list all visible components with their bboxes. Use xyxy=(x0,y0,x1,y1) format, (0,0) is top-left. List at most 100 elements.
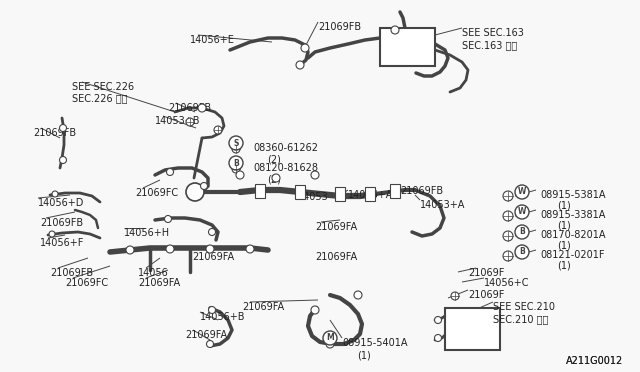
Text: (2): (2) xyxy=(267,155,281,165)
Text: 08120-81628: 08120-81628 xyxy=(253,163,318,173)
Text: 21069FA: 21069FA xyxy=(242,302,284,312)
Text: B: B xyxy=(519,228,525,237)
Text: 21069FA: 21069FA xyxy=(315,252,357,262)
Text: 14056+E: 14056+E xyxy=(190,35,235,45)
Text: 08121-0201F: 08121-0201F xyxy=(540,250,605,260)
Text: 14056+C: 14056+C xyxy=(484,278,529,288)
Text: SEC.163 参照: SEC.163 参照 xyxy=(462,40,517,50)
Circle shape xyxy=(207,340,214,347)
Bar xyxy=(380,28,435,66)
Circle shape xyxy=(229,156,243,170)
Text: 21069F: 21069F xyxy=(468,268,504,278)
Circle shape xyxy=(60,157,67,164)
Circle shape xyxy=(503,251,513,261)
Text: 14053: 14053 xyxy=(298,192,329,202)
Circle shape xyxy=(186,118,194,126)
Text: 21069FA: 21069FA xyxy=(192,252,234,262)
Bar xyxy=(255,184,265,198)
Circle shape xyxy=(503,211,513,221)
Text: 21069F: 21069F xyxy=(468,290,504,300)
Circle shape xyxy=(435,334,442,341)
Text: A211G0012: A211G0012 xyxy=(566,356,623,366)
Text: 21069FA: 21069FA xyxy=(138,278,180,288)
Text: (1): (1) xyxy=(557,221,571,231)
Text: A211G0012: A211G0012 xyxy=(566,356,623,366)
Text: 21069FB: 21069FB xyxy=(318,22,361,32)
Text: 21069FC: 21069FC xyxy=(65,278,108,288)
Text: 21069FB: 21069FB xyxy=(50,268,93,278)
Circle shape xyxy=(503,231,513,241)
Circle shape xyxy=(198,104,206,112)
Text: 14056+H: 14056+H xyxy=(124,228,170,238)
Text: 14056+D: 14056+D xyxy=(38,198,84,208)
Circle shape xyxy=(246,245,254,253)
Circle shape xyxy=(515,205,529,219)
Text: 14056+A: 14056+A xyxy=(348,190,394,200)
Circle shape xyxy=(503,191,513,201)
Bar xyxy=(295,185,305,199)
Text: (1): (1) xyxy=(557,201,571,211)
Text: 08915-5381A: 08915-5381A xyxy=(540,190,605,200)
Bar xyxy=(365,187,375,201)
Circle shape xyxy=(311,171,319,179)
Text: (1): (1) xyxy=(557,261,571,271)
Circle shape xyxy=(391,26,399,34)
Bar xyxy=(335,187,345,201)
Circle shape xyxy=(60,125,67,131)
Text: S: S xyxy=(234,138,239,148)
Text: B: B xyxy=(233,158,239,167)
Circle shape xyxy=(301,44,309,52)
Text: 14056+F: 14056+F xyxy=(40,238,84,248)
Circle shape xyxy=(296,61,304,69)
Circle shape xyxy=(323,331,337,345)
Circle shape xyxy=(515,185,529,199)
Circle shape xyxy=(206,245,214,253)
Circle shape xyxy=(214,126,222,134)
Text: 21069FB: 21069FB xyxy=(40,218,83,228)
Text: 21069FA: 21069FA xyxy=(185,330,227,340)
Text: (1): (1) xyxy=(357,350,371,360)
Text: 14056: 14056 xyxy=(138,268,169,278)
Text: 08170-8201A: 08170-8201A xyxy=(540,230,605,240)
Circle shape xyxy=(200,183,207,189)
Text: 08360-61262: 08360-61262 xyxy=(253,143,318,153)
Circle shape xyxy=(326,340,334,348)
Circle shape xyxy=(515,225,529,239)
Circle shape xyxy=(435,317,442,324)
Circle shape xyxy=(232,145,240,153)
Text: 14056+B: 14056+B xyxy=(200,312,246,322)
Text: W: W xyxy=(518,208,526,217)
Circle shape xyxy=(186,183,204,201)
Text: SEE SEC.210: SEE SEC.210 xyxy=(493,302,555,312)
Circle shape xyxy=(52,191,58,197)
Bar xyxy=(445,308,500,350)
Circle shape xyxy=(451,292,459,300)
Circle shape xyxy=(232,165,240,173)
Circle shape xyxy=(229,136,243,150)
Text: 08915-3381A: 08915-3381A xyxy=(540,210,605,220)
Text: SEE SEC.226: SEE SEC.226 xyxy=(72,82,134,92)
Circle shape xyxy=(236,171,244,179)
Circle shape xyxy=(164,215,172,222)
Circle shape xyxy=(272,174,280,182)
Text: SEC.210 参照: SEC.210 参照 xyxy=(493,314,548,324)
Circle shape xyxy=(209,307,216,314)
Text: 21069FB: 21069FB xyxy=(33,128,76,138)
Circle shape xyxy=(166,245,174,253)
Text: (1): (1) xyxy=(557,241,571,251)
Bar xyxy=(390,184,400,198)
Text: W: W xyxy=(518,187,526,196)
Circle shape xyxy=(166,169,173,176)
Circle shape xyxy=(515,245,529,259)
Text: 14053+B: 14053+B xyxy=(155,116,200,126)
Circle shape xyxy=(209,228,216,235)
Circle shape xyxy=(311,306,319,314)
Text: SEE SEC.163: SEE SEC.163 xyxy=(462,28,524,38)
Circle shape xyxy=(354,291,362,299)
Text: 21069FA: 21069FA xyxy=(315,222,357,232)
Text: M: M xyxy=(326,334,334,343)
Text: 21069FB: 21069FB xyxy=(400,186,443,196)
Text: (2): (2) xyxy=(267,175,281,185)
Circle shape xyxy=(126,246,134,254)
Text: 14053+A: 14053+A xyxy=(420,200,465,210)
